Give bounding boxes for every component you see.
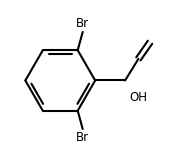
Text: OH: OH xyxy=(129,91,147,104)
Text: Br: Br xyxy=(76,17,89,30)
Text: Br: Br xyxy=(76,131,89,144)
